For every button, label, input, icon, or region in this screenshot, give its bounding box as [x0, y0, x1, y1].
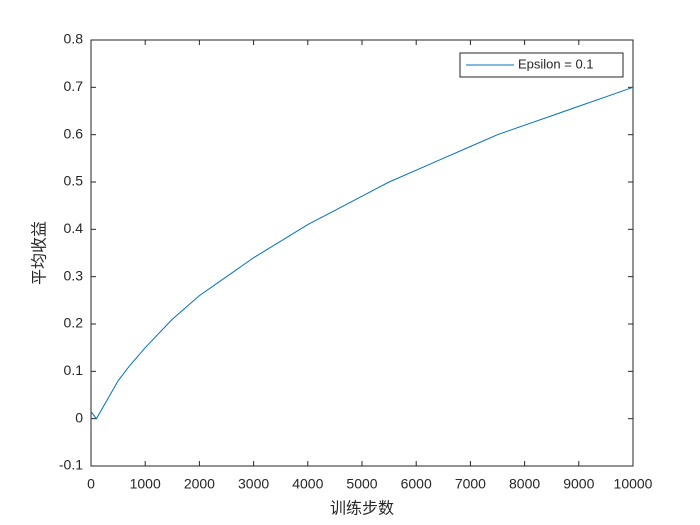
y-tick-label: 0.2: [64, 315, 84, 331]
x-tick-label: 4000: [292, 476, 323, 492]
x-tick-label: 0: [87, 476, 95, 492]
x-tick-label: 5000: [346, 476, 377, 492]
y-tick-label: -0.1: [59, 457, 83, 473]
y-tick-label: 0: [75, 409, 83, 425]
y-tick-label: 0.7: [64, 78, 84, 94]
x-tick-label: 6000: [401, 476, 432, 492]
x-tick-label: 3000: [238, 476, 269, 492]
y-axis-title: 平均收益: [30, 221, 49, 285]
x-tick-label: 1000: [130, 476, 161, 492]
line: [90, 86, 634, 420]
x-tick-label: 2000: [184, 476, 215, 492]
y-tick-label: 0.1: [64, 362, 84, 378]
y-tick-label: 0.3: [64, 267, 84, 283]
plot-area: [90, 39, 634, 467]
x-axis-title: 训练步数: [330, 499, 394, 518]
legend-label: Epsilon = 0.1: [518, 56, 594, 71]
y-tick-label: 0.6: [64, 125, 84, 141]
y-tick-label: 0.5: [64, 173, 84, 189]
x-tick-label: 10000: [614, 476, 653, 492]
x-tick-label: 8000: [509, 476, 540, 492]
y-tick-label: 0.4: [64, 220, 84, 236]
x-tick-label: 7000: [455, 476, 486, 492]
x-tick-label: 9000: [563, 476, 594, 492]
y-tick-label: 0.8: [64, 31, 84, 47]
